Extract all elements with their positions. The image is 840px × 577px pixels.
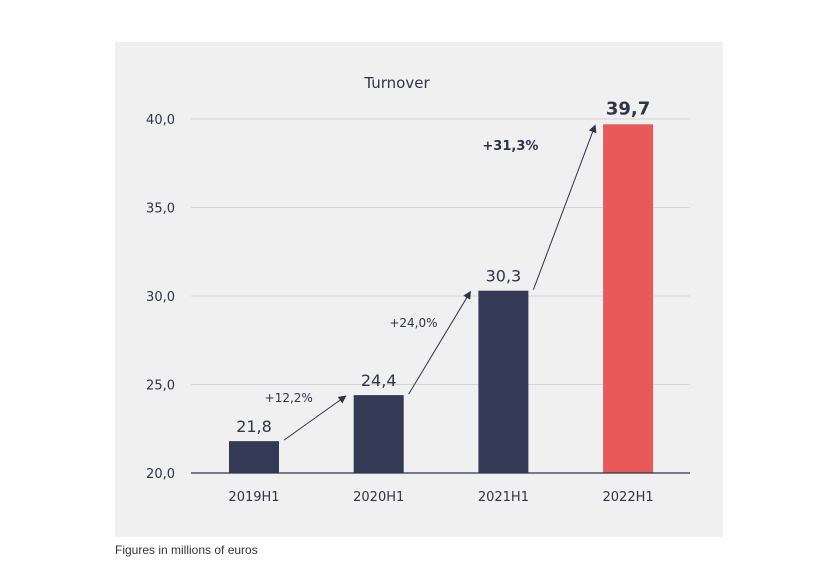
bar-2022H1 [603, 124, 654, 473]
x-tick-label: 2022H1 [603, 490, 654, 505]
value-label: 30,3 [486, 267, 522, 286]
value-label: 21,8 [236, 417, 272, 436]
chart-title: Turnover [363, 74, 430, 92]
y-tick-label: 25,0 [146, 379, 175, 394]
x-tick-label: 2020H1 [353, 490, 404, 505]
bar-2020H1 [353, 395, 404, 473]
y-tick-label: 35,0 [146, 202, 175, 217]
footnote: Figures in millions of euros [115, 543, 258, 557]
bar-2019H1 [229, 441, 279, 473]
y-tick-label: 30,0 [146, 290, 175, 305]
growth-arrow [532, 124, 597, 290]
growth-label: +31,3% [482, 139, 538, 154]
growth-label: +12,2% [265, 391, 313, 405]
y-tick-label: 40,0 [146, 113, 175, 128]
value-label: 24,4 [361, 371, 397, 390]
bar-2021H1 [478, 290, 529, 473]
growth-label: +24,0% [389, 316, 437, 330]
value-label: 39,7 [606, 98, 650, 119]
x-tick-label: 2019H1 [228, 490, 279, 505]
x-tick-label: 2021H1 [478, 490, 529, 505]
growth-arrow [283, 395, 347, 441]
y-tick-label: 20,0 [146, 467, 175, 482]
growth-arrow [408, 290, 471, 395]
